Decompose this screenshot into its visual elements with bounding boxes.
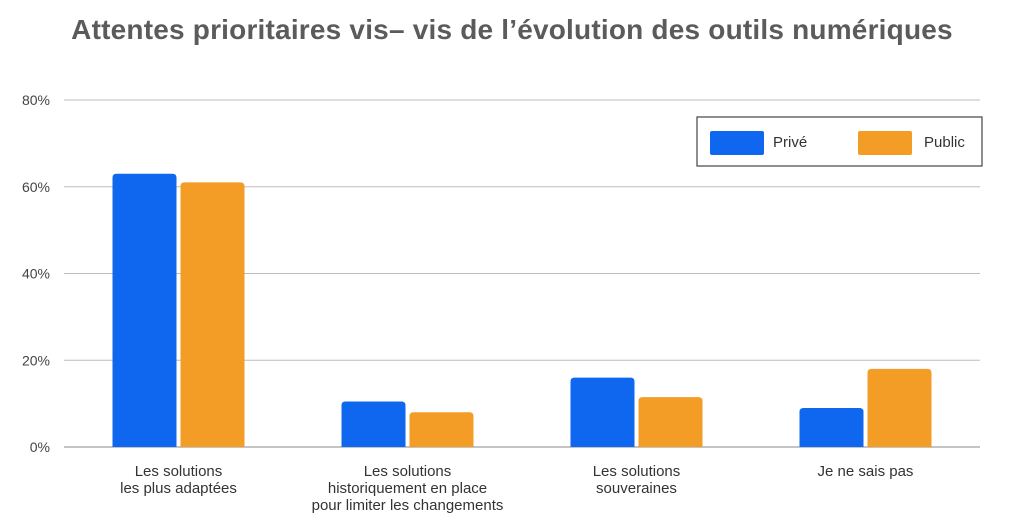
bar xyxy=(867,368,932,447)
legend-label: Privé xyxy=(773,134,807,151)
x-category-label: historiquement en place xyxy=(328,480,487,497)
bar xyxy=(180,182,245,447)
bars xyxy=(112,173,932,448)
x-category-label: Je ne sais pas xyxy=(818,463,914,480)
bar xyxy=(112,173,177,448)
bar xyxy=(638,397,703,447)
legend: Privé Public xyxy=(696,116,983,167)
x-category-label: les plus adaptées xyxy=(120,480,237,497)
legend-label: Public xyxy=(924,134,965,151)
legend-swatch xyxy=(710,131,764,155)
y-tick-label: 40% xyxy=(22,266,50,282)
y-tick-label: 20% xyxy=(22,352,50,368)
y-tick-label: 60% xyxy=(22,179,50,195)
legend-swatch xyxy=(858,131,912,155)
x-category-label: pour limiter les changements xyxy=(312,497,504,514)
bar xyxy=(570,377,635,447)
x-category-label: Les solutions xyxy=(593,463,681,480)
bar xyxy=(799,407,864,447)
x-category-label: souveraines xyxy=(596,480,677,497)
chart-title: Attentes prioritaires vis– vis de l’évol… xyxy=(71,14,953,45)
y-tick-label: 80% xyxy=(22,92,50,108)
y-axis: 0% 20% 40% 60% 80% xyxy=(22,92,50,455)
y-tick-label: 0% xyxy=(30,439,50,455)
x-category-label: Les solutions xyxy=(135,463,223,480)
x-category-label: Les solutions xyxy=(364,463,452,480)
bar xyxy=(341,401,406,447)
bar xyxy=(409,412,474,447)
